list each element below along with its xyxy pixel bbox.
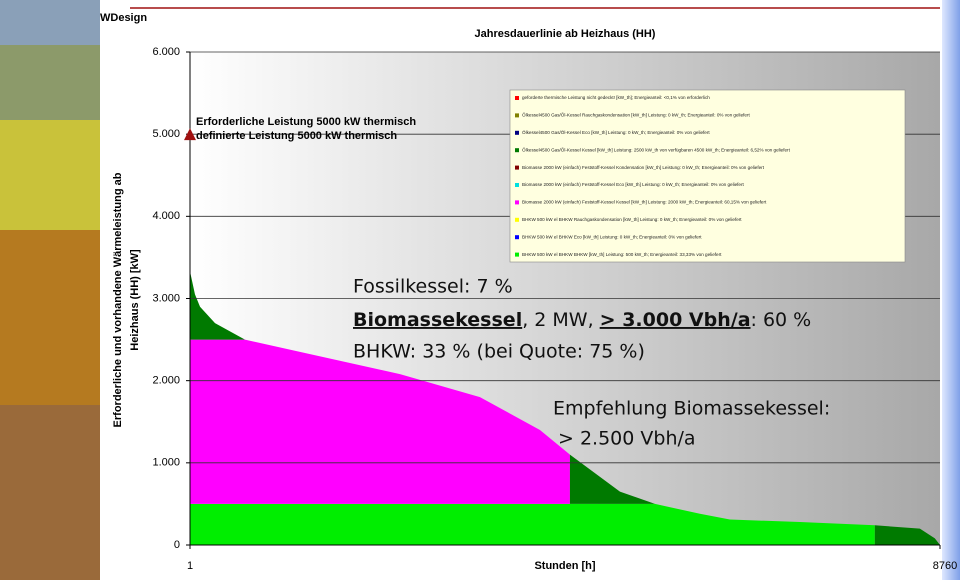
legend-label: Biomasse 2000 kW (einfach) Feststoff-Kes…: [522, 182, 745, 187]
legend-swatch: [515, 252, 519, 257]
x-tick-label: 8760: [933, 560, 957, 572]
legend-swatch: [515, 217, 519, 222]
legend-swatch: [515, 113, 519, 118]
annotation-part: > 3.000 Vbh/a: [600, 309, 751, 331]
legend-box: [509, 89, 906, 263]
annotation: Biomassekessel, 2 MW, > 3.000 Vbh/a: 60 …: [353, 309, 811, 331]
legend-label: BHKW 500 kW el BHKW Eco [kW_th] Leistung…: [522, 234, 702, 239]
annotation-part: , 2 MW,: [522, 309, 599, 331]
legend-swatch: [515, 165, 519, 170]
annotation: Empfehlung Biomassekessel:: [553, 398, 830, 420]
legend-label: Ölkessel4500 Gas/Öl-Kessel Kessel [kW_th…: [522, 146, 791, 152]
x-tick-label: 1: [187, 560, 193, 572]
legend-label: Biomasse 2000 kW (einfach) Feststoff-Kes…: [522, 200, 767, 205]
y-axis-label-line: Erforderliche und vorhandene Wärmeleistu…: [112, 172, 124, 427]
legend-label: Ölkessel4500 Gas/Öl-Kessel Rauchgaskonde…: [522, 112, 750, 118]
y-axis-label: Erforderliche und vorhandene Wärmeleistu…: [112, 172, 141, 427]
y-tick-label: 1.000: [152, 457, 180, 469]
annotation: Fossilkessel: 7 %: [353, 276, 513, 298]
y-tick-label: 6.000: [152, 46, 180, 58]
y-axis-label-line: Heizhaus (HH) [kW]: [129, 249, 141, 351]
marker-label: Erforderliche Leistung 5000 kW thermisch: [196, 116, 416, 128]
annotation: BHKW: 33 % (bei Quote: 75 %): [353, 341, 645, 363]
brand: WDesign: [100, 12, 147, 24]
area: [190, 503, 940, 545]
y-tick-label: 0: [174, 539, 180, 551]
legend-label: Biomasse 2000 kW (einfach) Feststoff-Kes…: [522, 165, 765, 170]
legend-swatch: [515, 148, 519, 153]
legend-label: BHKW 500 kW el BHKW Rauchgaskondensation…: [522, 217, 742, 222]
legend-label: Ölkessel4500 Gas/Öl-Kessel Eco [kW_th] L…: [522, 129, 710, 135]
legend-label: geforderte thermische Leistung nicht ged…: [522, 95, 710, 100]
legend-swatch: [515, 183, 519, 187]
chart-title: Jahresdauerlinie ab Heizhaus (HH): [475, 28, 656, 40]
annotation-part: Biomassekessel: [353, 309, 522, 331]
legend-swatch: [515, 200, 519, 205]
legend-label: BHKW 500 kW el BHKW BHKW [kW_th] Leistun…: [522, 252, 722, 257]
annotation-part: : 60 %: [751, 309, 812, 331]
y-tick-label: 2.000: [152, 375, 180, 387]
photo-strip: [0, 0, 100, 580]
y-tick-label: 4.000: [152, 210, 180, 222]
marker-label: definierte Leistung 5000 kW thermisch: [196, 130, 397, 142]
y-tick-label: 5.000: [152, 128, 180, 140]
legend-swatch: [515, 235, 519, 240]
legend-swatch: [515, 130, 519, 135]
y-tick-label: 3.000: [152, 292, 180, 304]
reference-marker: [184, 128, 196, 141]
annotation: > 2.500 Vbh/a: [558, 428, 696, 450]
area: [190, 339, 940, 545]
side-bar: [942, 0, 960, 580]
legend-swatch: [515, 96, 519, 100]
x-axis-label: Stunden [h]: [534, 560, 595, 572]
